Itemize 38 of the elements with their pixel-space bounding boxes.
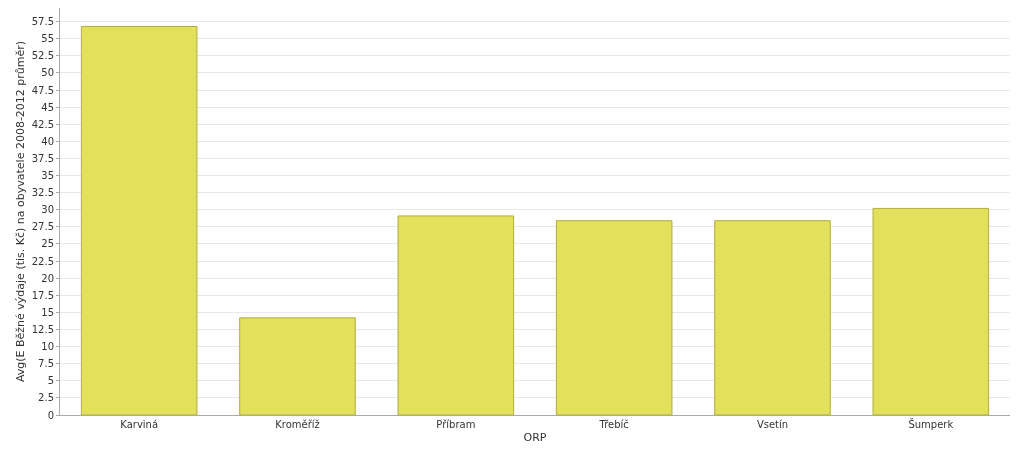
y-tick-label: 17.5 — [31, 289, 54, 301]
bar — [397, 215, 515, 415]
bar — [872, 207, 990, 415]
y-tick-label: 0 — [47, 409, 54, 421]
y-tick-label: 30 — [41, 204, 54, 216]
y-tick-label: 35 — [41, 170, 54, 182]
y-tick-label: 50 — [41, 67, 54, 79]
bar — [80, 25, 198, 415]
y-tick-label: 27.5 — [31, 221, 54, 233]
y-tick-label: 10 — [41, 341, 54, 353]
y-tick-label: 25 — [41, 238, 54, 250]
x-tick-label: Vsetín — [756, 419, 789, 430]
x-axis-title: ORP — [523, 431, 547, 445]
bar — [714, 220, 831, 415]
y-tick-label: 57.5 — [31, 16, 54, 28]
x-tick-label: Karviná — [120, 419, 159, 430]
y-tick-label: 5 — [47, 375, 54, 387]
y-tick-label: 52.5 — [31, 50, 54, 62]
x-tick-label: Šumperk — [908, 418, 954, 430]
y-tick-label: 12.5 — [31, 324, 54, 335]
y-tick-label: 45 — [41, 101, 54, 113]
y-tick-label: 32.5 — [31, 187, 54, 199]
y-tick-label: 42.5 — [31, 118, 54, 130]
y-tick-label: 2.5 — [38, 392, 54, 404]
y-axis-title: Avg(E Běžné výdaje (tis. Kč) na obyvatele 2008-2012 průměr) — [14, 40, 28, 383]
x-tick-label: Třebíč — [598, 419, 629, 430]
y-tick-label: 22.5 — [31, 255, 54, 267]
bar — [239, 317, 356, 415]
x-tick-label: Příbram — [436, 419, 476, 430]
y-tick-label: 55 — [41, 33, 54, 45]
y-tick-label: 20 — [41, 272, 54, 284]
bar — [555, 220, 673, 415]
y-tick-label: 15 — [41, 306, 54, 318]
y-tick-label: 40 — [41, 135, 54, 147]
y-tick-label: 47.5 — [31, 84, 54, 96]
x-tick-label: Kroměříž — [275, 419, 320, 430]
y-tick-label: 37.5 — [31, 152, 54, 164]
y-tick-label: 7.5 — [38, 358, 54, 370]
